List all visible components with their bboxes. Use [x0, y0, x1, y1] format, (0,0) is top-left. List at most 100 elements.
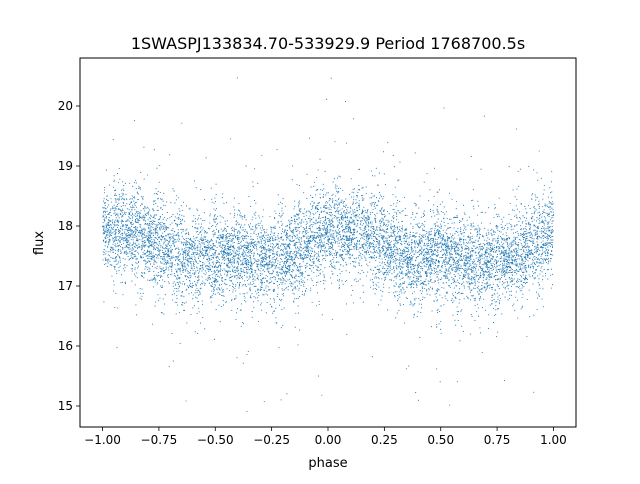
data-point [425, 284, 427, 286]
data-point [363, 214, 365, 216]
data-point [191, 249, 193, 251]
data-point [109, 209, 111, 211]
data-point [204, 236, 206, 239]
data-point [549, 243, 551, 245]
data-point [492, 237, 494, 239]
data-point [446, 247, 448, 249]
data-point [534, 262, 536, 264]
data-point [342, 201, 344, 203]
data-point [451, 241, 453, 243]
data-point [515, 251, 518, 253]
data-point [115, 224, 118, 226]
data-point [285, 268, 288, 270]
data-point [114, 222, 116, 224]
data-point [418, 276, 420, 278]
data-point [410, 300, 412, 302]
data-point [163, 241, 165, 243]
data-point [150, 215, 152, 217]
data-point [226, 272, 228, 274]
data-point [255, 217, 257, 219]
data-point [453, 279, 455, 281]
data-point [151, 223, 153, 225]
data-point [341, 221, 343, 224]
data-point [211, 240, 213, 242]
data-point [181, 264, 183, 266]
data-point [416, 225, 419, 227]
data-point [435, 296, 437, 298]
data-point [138, 217, 140, 219]
data-point [438, 247, 440, 249]
data-point [221, 283, 223, 285]
data-point [293, 301, 295, 303]
data-point [248, 275, 250, 277]
data-point [254, 245, 256, 247]
data-point [392, 221, 394, 223]
data-point [271, 247, 273, 249]
data-point [234, 258, 236, 260]
data-point [337, 220, 339, 222]
data-point [190, 246, 193, 248]
data-point [271, 277, 273, 279]
data-point [378, 278, 380, 280]
data-point [234, 236, 237, 238]
data-point [320, 237, 322, 239]
data-point [370, 236, 372, 238]
data-point [247, 265, 249, 267]
data-point [283, 262, 285, 264]
data-point [374, 217, 376, 220]
data-point [294, 286, 296, 288]
data-point [237, 273, 239, 275]
data-point [197, 230, 199, 233]
data-point [116, 220, 118, 222]
data-point [224, 234, 226, 236]
data-point [217, 280, 219, 282]
data-point [417, 311, 419, 313]
data-point [350, 294, 352, 296]
data-point [181, 209, 183, 211]
data-point [529, 208, 531, 210]
data-point [232, 255, 234, 258]
data-point [520, 203, 522, 205]
data-point [376, 228, 378, 230]
data-point [215, 207, 217, 210]
data-point [104, 257, 106, 259]
data-point [408, 241, 410, 243]
data-point [102, 251, 104, 253]
data-point [455, 281, 457, 283]
data-point [143, 228, 145, 230]
data-point [482, 273, 484, 275]
data-point [361, 210, 364, 212]
data-point [361, 234, 363, 236]
data-point [213, 208, 215, 210]
data-point [272, 253, 274, 255]
data-point [182, 242, 184, 244]
data-point [180, 205, 182, 207]
data-point [454, 247, 456, 249]
data-point [136, 277, 138, 279]
data-point [232, 291, 234, 293]
data-point [253, 243, 255, 245]
data-point [346, 333, 348, 335]
data-point [429, 276, 431, 278]
data-point [234, 247, 236, 249]
data-point [261, 250, 263, 252]
data-point [536, 241, 538, 243]
data-point [222, 233, 224, 236]
data-point [414, 236, 416, 238]
data-point [541, 237, 543, 239]
data-point [209, 215, 211, 217]
data-point [218, 252, 220, 254]
data-point [164, 216, 166, 219]
data-point [169, 236, 171, 238]
data-point [488, 276, 490, 278]
data-point [551, 232, 553, 234]
data-point [235, 285, 237, 287]
data-point [295, 281, 297, 283]
data-point [303, 247, 305, 249]
data-point [180, 241, 182, 243]
data-point [297, 246, 299, 248]
data-point [407, 251, 409, 253]
data-point [294, 277, 296, 279]
data-point [409, 263, 411, 266]
